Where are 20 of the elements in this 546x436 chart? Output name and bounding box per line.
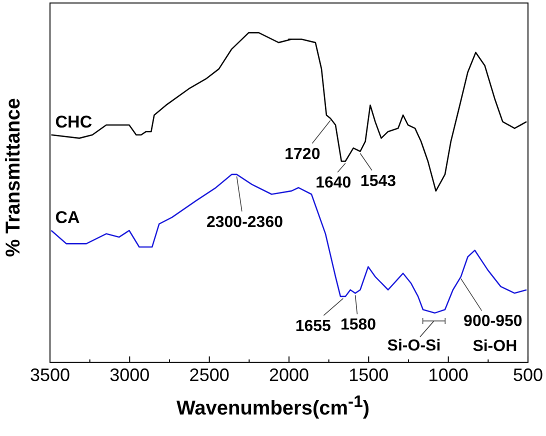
annotation: 900-950	[464, 313, 522, 330]
x-tick-label: 1500	[348, 365, 389, 386]
annotation: 1720	[284, 146, 320, 163]
annotation: 1640	[316, 174, 352, 192]
series-label: CA	[55, 208, 80, 228]
annotation: 1543	[360, 172, 396, 190]
annotation: Si-OH	[472, 338, 518, 356]
x-tick-label: 3500	[30, 365, 70, 386]
x-tick-label: 3000	[110, 365, 150, 386]
x-axis-title: Wavenumbers(cm$^{-1}$)	[175, 392, 371, 421]
y-axis-title: % Transmittance	[2, 97, 26, 259]
x-tick-label: 500	[512, 365, 544, 386]
annotation: 2300-2360	[206, 214, 284, 231]
x-tick-label: 2000	[268, 365, 310, 386]
series-label: CHC	[55, 112, 92, 132]
x-tick-label: 1000	[428, 365, 468, 386]
x-tick-label: 2500	[189, 365, 230, 386]
annotation: 1655	[295, 318, 332, 335]
annotation: 1580	[340, 316, 376, 334]
annotation: Si-O-Si	[387, 337, 441, 354]
